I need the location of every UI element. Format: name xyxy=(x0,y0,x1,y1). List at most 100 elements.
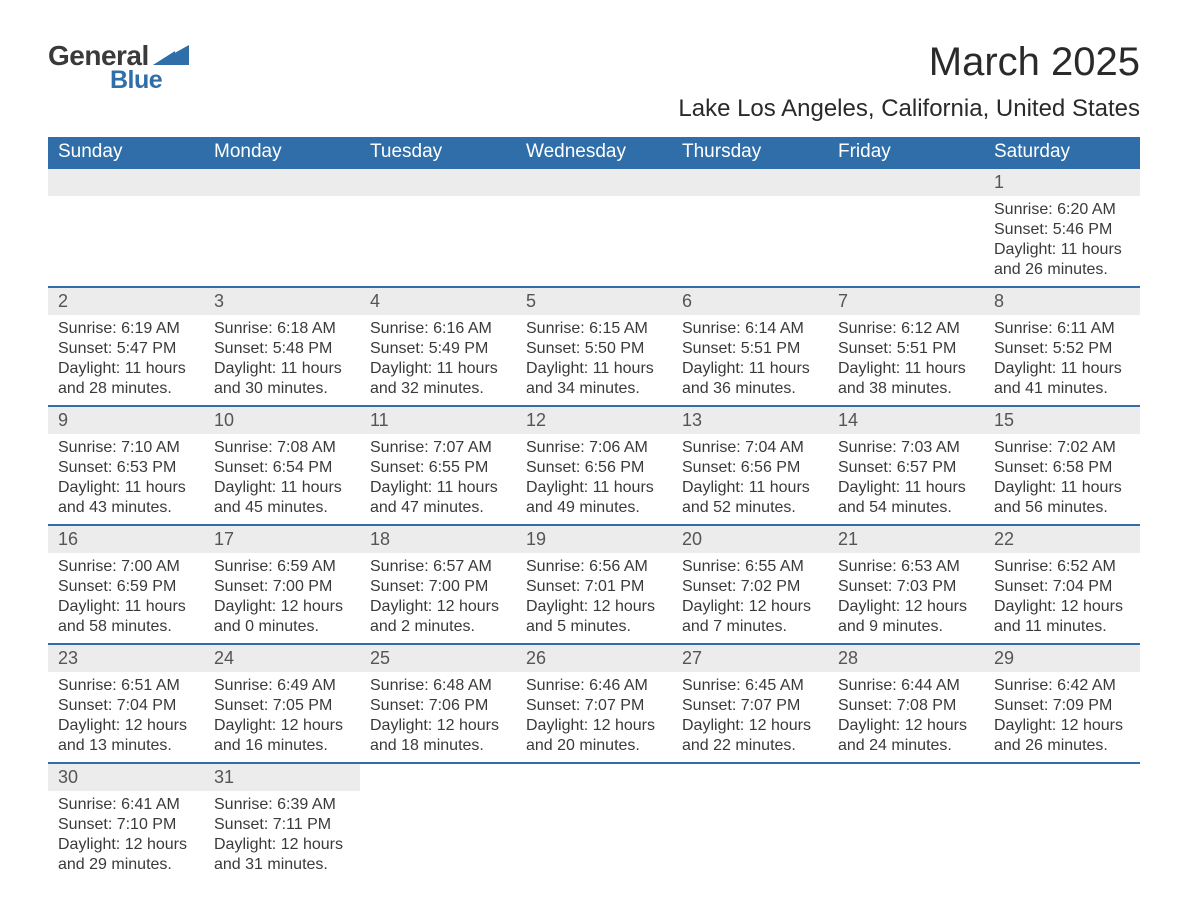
month-title: March 2025 xyxy=(678,40,1140,85)
day-number: 19 xyxy=(516,526,672,553)
day-body: Sunrise: 6:53 AMSunset: 7:03 PMDaylight:… xyxy=(828,553,984,643)
day-dl1-line: Daylight: 11 hours xyxy=(994,478,1130,498)
day-sunrise-line: Sunrise: 6:48 AM xyxy=(370,676,506,696)
calendar-cell: 11Sunrise: 7:07 AMSunset: 6:55 PMDayligh… xyxy=(360,406,516,525)
day-number-bar xyxy=(828,764,984,791)
weekday-header: Tuesday xyxy=(360,137,516,168)
day-number: 4 xyxy=(360,288,516,315)
day-dl2-line: and 16 minutes. xyxy=(214,736,350,756)
day-dl1-line: Daylight: 12 hours xyxy=(682,716,818,736)
calendar-cell: 19Sunrise: 6:56 AMSunset: 7:01 PMDayligh… xyxy=(516,525,672,644)
day-sunset-line: Sunset: 5:50 PM xyxy=(526,339,662,359)
day-number: 5 xyxy=(516,288,672,315)
day-sunrise-line: Sunrise: 7:02 AM xyxy=(994,438,1130,458)
day-body xyxy=(516,791,672,801)
weekday-header: Friday xyxy=(828,137,984,168)
day-body: Sunrise: 6:41 AMSunset: 7:10 PMDaylight:… xyxy=(48,791,204,881)
day-sunset-line: Sunset: 7:04 PM xyxy=(994,577,1130,597)
calendar-cell xyxy=(672,763,828,881)
day-sunset-line: Sunset: 5:47 PM xyxy=(58,339,194,359)
day-body: Sunrise: 6:51 AMSunset: 7:04 PMDaylight:… xyxy=(48,672,204,762)
day-sunset-line: Sunset: 5:48 PM xyxy=(214,339,350,359)
day-body: Sunrise: 6:20 AMSunset: 5:46 PMDaylight:… xyxy=(984,196,1140,286)
day-dl1-line: Daylight: 11 hours xyxy=(994,359,1130,379)
day-sunset-line: Sunset: 7:07 PM xyxy=(526,696,662,716)
day-dl1-line: Daylight: 11 hours xyxy=(838,478,974,498)
day-body xyxy=(672,791,828,801)
day-sunset-line: Sunset: 7:06 PM xyxy=(370,696,506,716)
calendar-cell: 10Sunrise: 7:08 AMSunset: 6:54 PMDayligh… xyxy=(204,406,360,525)
day-dl2-line: and 26 minutes. xyxy=(994,260,1130,280)
day-number: 27 xyxy=(672,645,828,672)
day-sunset-line: Sunset: 6:57 PM xyxy=(838,458,974,478)
day-body: Sunrise: 7:02 AMSunset: 6:58 PMDaylight:… xyxy=(984,434,1140,524)
day-sunrise-line: Sunrise: 7:08 AM xyxy=(214,438,350,458)
day-sunrise-line: Sunrise: 7:07 AM xyxy=(370,438,506,458)
day-body: Sunrise: 6:18 AMSunset: 5:48 PMDaylight:… xyxy=(204,315,360,405)
day-sunset-line: Sunset: 7:03 PM xyxy=(838,577,974,597)
day-body: Sunrise: 6:19 AMSunset: 5:47 PMDaylight:… xyxy=(48,315,204,405)
day-number-bar xyxy=(360,764,516,791)
day-sunrise-line: Sunrise: 7:03 AM xyxy=(838,438,974,458)
calendar-week-row: 16Sunrise: 7:00 AMSunset: 6:59 PMDayligh… xyxy=(48,525,1140,644)
day-sunrise-line: Sunrise: 6:14 AM xyxy=(682,319,818,339)
day-dl1-line: Daylight: 11 hours xyxy=(214,478,350,498)
day-sunrise-line: Sunrise: 6:57 AM xyxy=(370,557,506,577)
calendar-week-row: 2Sunrise: 6:19 AMSunset: 5:47 PMDaylight… xyxy=(48,287,1140,406)
calendar-cell: 14Sunrise: 7:03 AMSunset: 6:57 PMDayligh… xyxy=(828,406,984,525)
day-dl2-line: and 43 minutes. xyxy=(58,498,194,518)
day-dl1-line: Daylight: 12 hours xyxy=(58,835,194,855)
day-number: 26 xyxy=(516,645,672,672)
day-body: Sunrise: 6:48 AMSunset: 7:06 PMDaylight:… xyxy=(360,672,516,762)
day-dl1-line: Daylight: 11 hours xyxy=(214,359,350,379)
day-number: 1 xyxy=(984,169,1140,196)
calendar-cell xyxy=(204,168,360,287)
day-dl1-line: Daylight: 12 hours xyxy=(370,597,506,617)
calendar-cell: 4Sunrise: 6:16 AMSunset: 5:49 PMDaylight… xyxy=(360,287,516,406)
day-body: Sunrise: 7:06 AMSunset: 6:56 PMDaylight:… xyxy=(516,434,672,524)
day-number-bar xyxy=(828,169,984,196)
day-dl2-line: and 5 minutes. xyxy=(526,617,662,637)
calendar-cell: 18Sunrise: 6:57 AMSunset: 7:00 PMDayligh… xyxy=(360,525,516,644)
day-number: 2 xyxy=(48,288,204,315)
weekday-header: Sunday xyxy=(48,137,204,168)
day-dl2-line: and 2 minutes. xyxy=(370,617,506,637)
day-dl2-line: and 0 minutes. xyxy=(214,617,350,637)
calendar-week-row: 23Sunrise: 6:51 AMSunset: 7:04 PMDayligh… xyxy=(48,644,1140,763)
day-dl2-line: and 28 minutes. xyxy=(58,379,194,399)
day-dl2-line: and 31 minutes. xyxy=(214,855,350,875)
day-body: Sunrise: 6:49 AMSunset: 7:05 PMDaylight:… xyxy=(204,672,360,762)
day-body: Sunrise: 6:52 AMSunset: 7:04 PMDaylight:… xyxy=(984,553,1140,643)
day-dl1-line: Daylight: 11 hours xyxy=(682,359,818,379)
day-sunset-line: Sunset: 5:46 PM xyxy=(994,220,1130,240)
calendar-cell xyxy=(516,763,672,881)
calendar-cell: 28Sunrise: 6:44 AMSunset: 7:08 PMDayligh… xyxy=(828,644,984,763)
day-number: 21 xyxy=(828,526,984,553)
day-dl1-line: Daylight: 12 hours xyxy=(214,835,350,855)
day-sunset-line: Sunset: 7:02 PM xyxy=(682,577,818,597)
day-sunrise-line: Sunrise: 6:53 AM xyxy=(838,557,974,577)
calendar-cell: 26Sunrise: 6:46 AMSunset: 7:07 PMDayligh… xyxy=(516,644,672,763)
logo-text-blue: Blue xyxy=(110,66,189,95)
day-sunrise-line: Sunrise: 6:52 AM xyxy=(994,557,1130,577)
day-number-bar xyxy=(204,169,360,196)
day-sunrise-line: Sunrise: 6:20 AM xyxy=(994,200,1130,220)
day-number: 8 xyxy=(984,288,1140,315)
day-number: 17 xyxy=(204,526,360,553)
day-body xyxy=(360,196,516,266)
day-body: Sunrise: 6:15 AMSunset: 5:50 PMDaylight:… xyxy=(516,315,672,405)
calendar-cell: 24Sunrise: 6:49 AMSunset: 7:05 PMDayligh… xyxy=(204,644,360,763)
calendar-cell: 29Sunrise: 6:42 AMSunset: 7:09 PMDayligh… xyxy=(984,644,1140,763)
day-sunset-line: Sunset: 5:51 PM xyxy=(682,339,818,359)
day-sunset-line: Sunset: 7:11 PM xyxy=(214,815,350,835)
day-body: Sunrise: 6:45 AMSunset: 7:07 PMDaylight:… xyxy=(672,672,828,762)
day-dl1-line: Daylight: 12 hours xyxy=(526,716,662,736)
day-dl2-line: and 45 minutes. xyxy=(214,498,350,518)
day-number: 29 xyxy=(984,645,1140,672)
day-body: Sunrise: 6:59 AMSunset: 7:00 PMDaylight:… xyxy=(204,553,360,643)
calendar-table: Sunday Monday Tuesday Wednesday Thursday… xyxy=(48,137,1140,881)
day-sunset-line: Sunset: 6:59 PM xyxy=(58,577,194,597)
calendar-cell: 16Sunrise: 7:00 AMSunset: 6:59 PMDayligh… xyxy=(48,525,204,644)
day-body: Sunrise: 7:10 AMSunset: 6:53 PMDaylight:… xyxy=(48,434,204,524)
calendar-cell: 27Sunrise: 6:45 AMSunset: 7:07 PMDayligh… xyxy=(672,644,828,763)
